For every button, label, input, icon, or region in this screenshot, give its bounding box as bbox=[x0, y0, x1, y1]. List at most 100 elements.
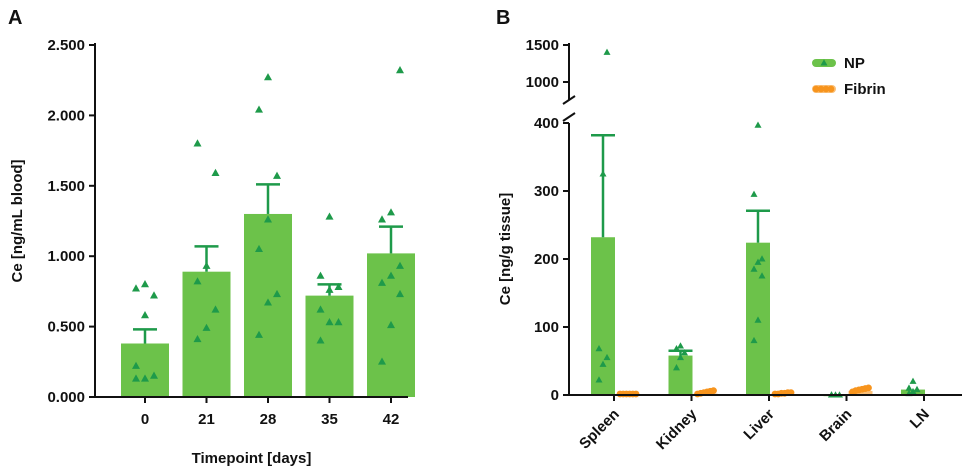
xtick-label-b-Spleen: Spleen bbox=[576, 406, 623, 453]
point-a-0-5 bbox=[150, 291, 158, 299]
point-a-21-2 bbox=[211, 305, 220, 313]
point-b-fibrin-Kidney-5 bbox=[710, 387, 717, 394]
xtick-label-b-Liver: Liver bbox=[740, 406, 777, 443]
point-a-42-3 bbox=[378, 278, 386, 286]
ytick-label-a-5: 2.500 bbox=[47, 37, 85, 54]
point-a-28-6 bbox=[255, 105, 263, 113]
bar-a-0 bbox=[121, 343, 169, 397]
point-a-42-2 bbox=[396, 289, 404, 298]
point-b-np-Spleen-4 bbox=[599, 170, 607, 177]
point-a-0-3 bbox=[132, 361, 140, 369]
point-b-np-LN-3 bbox=[905, 384, 913, 391]
point-b-np-Spleen-3 bbox=[595, 344, 603, 352]
point-a-28-3 bbox=[255, 244, 263, 253]
point-a-35-2 bbox=[334, 318, 343, 326]
point-b-np-LN-2 bbox=[913, 385, 921, 393]
point-a-0-2 bbox=[150, 371, 158, 379]
bar-b-np-Kidney bbox=[668, 355, 693, 395]
point-b-np-Spleen-5 bbox=[603, 48, 611, 55]
legend: NP Fibrin bbox=[812, 55, 886, 98]
ytick-label-a-1: 0.500 bbox=[47, 319, 85, 336]
point-a-42-6 bbox=[378, 215, 386, 223]
point-a-35-4 bbox=[325, 285, 334, 293]
xtick-label-a-42: 42 bbox=[383, 411, 400, 428]
ytick-label-b-low-4: 400 bbox=[534, 115, 559, 132]
ytick-label-b-low-3: 300 bbox=[534, 183, 559, 200]
point-b-np-Kidney-2 bbox=[681, 349, 688, 356]
ytick-label-b-up-0: 1000 bbox=[526, 74, 559, 91]
panel-label-b: B bbox=[496, 7, 510, 29]
point-b-np-Kidney-1 bbox=[677, 353, 684, 361]
bar-b-np-Spleen bbox=[591, 237, 615, 395]
axis-break-upper bbox=[562, 95, 576, 105]
legend-marker-np bbox=[820, 59, 828, 66]
ytick-label-b-low-0: 0 bbox=[551, 387, 559, 404]
point-b-fibrin-Brain-5 bbox=[865, 384, 872, 392]
point-a-21-0 bbox=[193, 334, 202, 343]
xtick-label-a-21: 21 bbox=[198, 411, 215, 428]
point-a-21-3 bbox=[193, 277, 202, 285]
point-b-np-Kidney-4 bbox=[677, 342, 684, 349]
ytick-label-b-up-1: 1500 bbox=[526, 37, 559, 54]
xtick-label-a-35: 35 bbox=[321, 411, 338, 428]
point-a-28-7 bbox=[264, 73, 272, 81]
point-b-np-Liver-6 bbox=[750, 190, 758, 197]
point-b-np-Spleen-0 bbox=[595, 376, 603, 383]
legend-marker-fibrin-3 bbox=[827, 85, 835, 93]
xtick-label-b-Kidney: Kidney bbox=[653, 405, 701, 453]
xtick-label-a-0: 0 bbox=[141, 411, 149, 428]
point-a-35-7 bbox=[325, 212, 334, 220]
xtick-label-a-28: 28 bbox=[260, 411, 277, 428]
point-a-35-6 bbox=[316, 271, 325, 279]
point-a-35-3 bbox=[316, 305, 325, 313]
point-b-np-Liver-2 bbox=[758, 272, 766, 279]
point-a-35-1 bbox=[325, 318, 334, 326]
axis-break-lower bbox=[562, 112, 576, 122]
legend-label-np: NP bbox=[844, 55, 865, 72]
point-a-42-7 bbox=[387, 208, 395, 216]
point-a-42-4 bbox=[387, 271, 395, 279]
point-a-0-1 bbox=[141, 374, 149, 382]
xtick-label-b-LN: LN bbox=[907, 406, 933, 432]
legend-marker-fibrin-0 bbox=[812, 85, 820, 93]
y-axis-title-b: Ce [ng/g tissue] bbox=[497, 193, 514, 306]
point-a-28-0 bbox=[255, 330, 263, 338]
point-b-np-Liver-0 bbox=[750, 336, 758, 344]
error-bar-b-np-Liver bbox=[746, 209, 770, 243]
panel-a-chart: 0 21 28 35 42 0.000 0.500 1.000 1.500 2.000 2.500 C… bbox=[9, 37, 415, 467]
point-a-42-1 bbox=[387, 320, 395, 329]
x-axis-title-a: Timepoint [days] bbox=[192, 450, 312, 467]
error-bar-a-42 bbox=[379, 225, 403, 254]
point-a-0-0 bbox=[132, 374, 140, 382]
error-bar-b-np-Spleen bbox=[591, 133, 615, 238]
point-b-np-Liver-7 bbox=[754, 121, 762, 128]
point-a-35-5 bbox=[334, 282, 343, 291]
point-a-35-0 bbox=[316, 336, 325, 344]
point-a-21-6 bbox=[193, 139, 202, 147]
point-a-28-5 bbox=[273, 171, 281, 179]
point-a-21-4 bbox=[202, 261, 211, 269]
point-b-np-Kidney-3 bbox=[673, 344, 680, 352]
point-b-np-Liver-1 bbox=[754, 316, 762, 323]
panel-b-chart: Spleen Kidney Liver Brain LN 0 100 200 300 400 100… bbox=[497, 37, 962, 453]
error-bar-a-28 bbox=[256, 183, 280, 214]
point-a-42-0 bbox=[378, 357, 386, 365]
error-bar-a-0 bbox=[133, 328, 157, 344]
bar-a-21 bbox=[182, 271, 231, 397]
point-a-0-7 bbox=[141, 280, 149, 288]
panel-label-a: A bbox=[8, 7, 22, 29]
point-b-np-Liver-5 bbox=[758, 255, 766, 262]
ytick-label-a-3: 1.500 bbox=[47, 178, 85, 195]
point-b-np-Liver-4 bbox=[754, 258, 762, 265]
bar-a-35 bbox=[305, 295, 354, 397]
ytick-label-b-low-1: 100 bbox=[534, 319, 559, 336]
point-a-21-5 bbox=[211, 168, 220, 177]
ytick-label-a-2: 1.000 bbox=[47, 248, 85, 265]
point-a-21-1 bbox=[202, 323, 211, 331]
legend-label-fibrin: Fibrin bbox=[844, 81, 886, 98]
point-a-42-5 bbox=[396, 261, 404, 269]
point-b-np-Spleen-2 bbox=[603, 353, 611, 361]
point-b-np-Kidney-0 bbox=[673, 364, 680, 371]
ytick-label-a-4: 2.000 bbox=[47, 107, 85, 124]
xtick-label-b-Brain: Brain bbox=[816, 406, 855, 445]
